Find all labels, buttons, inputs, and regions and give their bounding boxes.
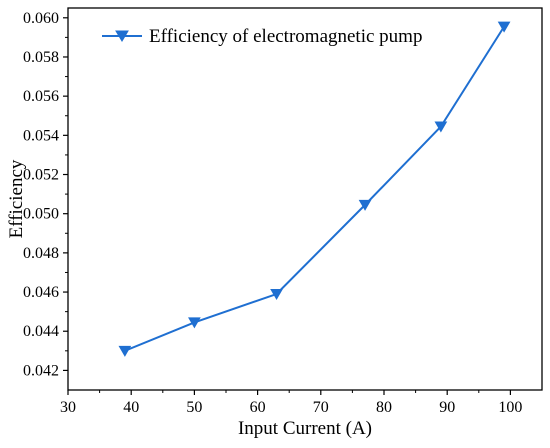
y-axis-title: Efficiency [6,159,27,238]
legend-marker-icon [115,30,129,42]
x-axis-title: Input Current (A) [238,418,372,439]
data-point-marker [270,289,283,301]
legend: Efficiency of electromagnetic pump [102,26,422,47]
y-tick-label: 0.048 [23,245,59,262]
x-tick-label: 100 [498,399,522,416]
x-tick-label: 70 [313,399,329,416]
series-layer [118,21,511,357]
x-axis-ticks: 30 40 50 60 70 80 90 100 [60,390,522,416]
data-point-marker [358,199,372,211]
y-axis-ticks: 0.042 0.044 0.046 0.048 0.050 0.052 0.054 0.056… [23,10,68,379]
x-tick-label: 50 [186,399,202,416]
x-tick-label: 30 [60,399,76,416]
y-tick-label: 0.042 [23,362,59,379]
y-tick-label: 0.058 [23,49,59,66]
y-tick-label: 0.060 [23,10,59,27]
y-tick-label: 0.044 [23,323,59,340]
x-tick-label: 40 [123,399,139,416]
plot-frame [67,7,543,391]
series-line [124,26,505,352]
y-tick-label: 0.050 [23,206,59,223]
data-point-marker [118,345,132,357]
data-point-marker [434,121,448,133]
y-tick-label: 0.056 [23,88,59,105]
x-tick-label: 90 [439,399,455,416]
data-point-marker [497,21,511,33]
y-tick-label: 0.052 [23,167,59,184]
legend-label: Efficiency of electromagnetic pump [149,26,422,47]
x-tick-label: 60 [250,399,266,416]
y-tick-label: 0.054 [23,127,59,144]
y-tick-label: 0.046 [23,284,59,301]
x-tick-label: 80 [376,399,392,416]
data-point-marker [188,317,201,329]
